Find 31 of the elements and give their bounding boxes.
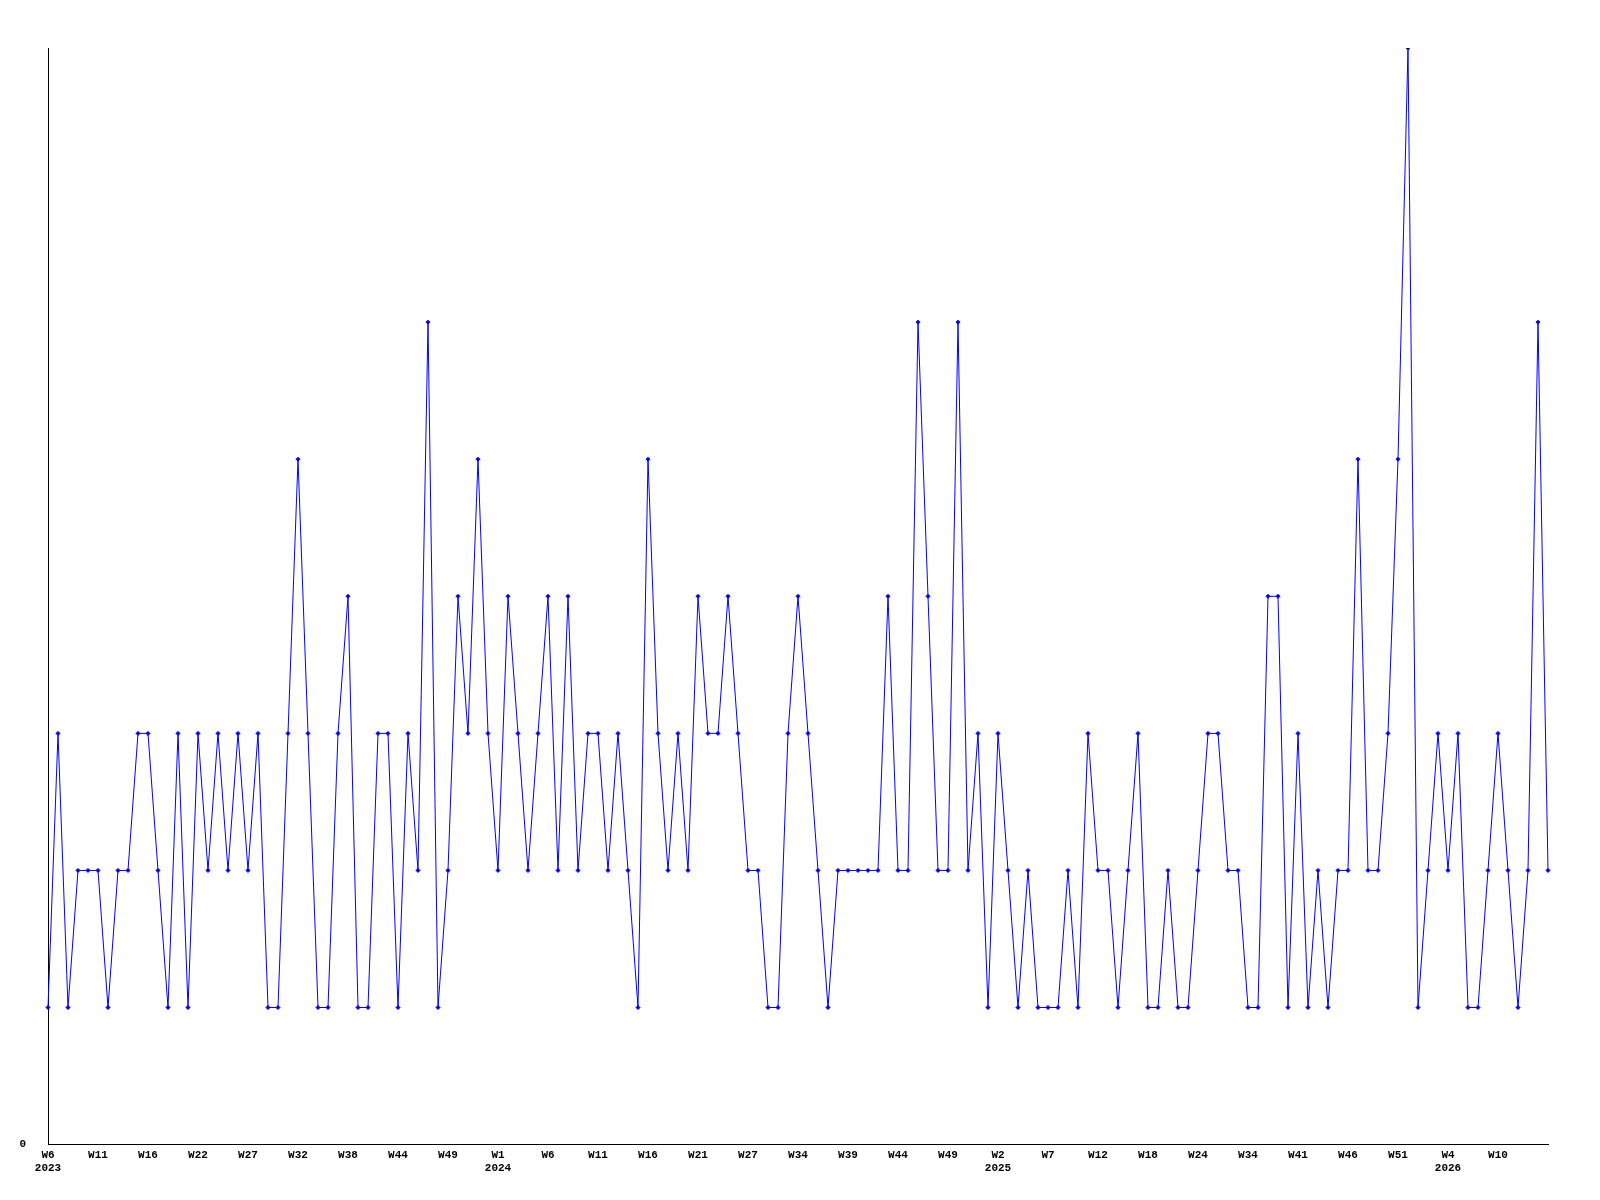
x-tick-label: W22 [188,1148,208,1161]
x-tick-label: W1 2024 [484,1148,512,1175]
x-tick-label: W44 [388,1148,409,1161]
x-tick-label: W44 [888,1148,909,1161]
x-tick-label: W46 [1338,1148,1358,1161]
x-tick-label: W51 [1388,1148,1409,1161]
x-tick-label: W34 [1238,1148,1259,1161]
x-tick-label: W6 2023 [34,1148,62,1175]
x-tick-label: W11 [588,1148,609,1161]
text: 0 [19,1138,26,1151]
x-tick-label: W6 [541,1148,555,1161]
x-tick-label: W49 [938,1148,958,1161]
x-tick-label: W12 [1088,1148,1108,1161]
x-tick-label: W7 [1041,1148,1055,1161]
x-tick-label: W16 [638,1148,658,1161]
x-tick-label: W27 [238,1148,258,1161]
x-tick-label: W4 2026 [1434,1148,1462,1175]
x-tick-label: W32 [288,1148,308,1161]
x-tick-label: W34 [788,1148,809,1161]
x-tick-label: W38 [338,1148,359,1161]
x-tick-label: W39 [838,1148,858,1161]
x-tick-label: W49 [438,1148,458,1161]
x-tick-label: W24 [1188,1148,1209,1161]
x-tick-label: W16 [138,1148,158,1161]
x-tick-label: W11 [88,1148,109,1161]
x-tick-label: W21 [688,1148,709,1161]
x-tick-label: W10 [1488,1148,1508,1161]
x-tick-label: W2 2025 [984,1148,1012,1175]
x-tick-label: W27 [738,1148,758,1161]
x-tick-label: W18 [1138,1148,1159,1161]
x-tick-label: W41 [1288,1148,1309,1161]
